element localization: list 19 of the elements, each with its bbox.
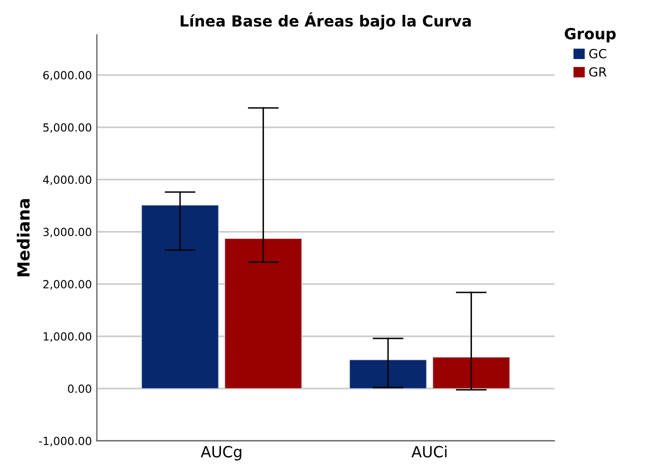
y-tick-label: 4,000.00 [43, 176, 92, 186]
bar [141, 204, 219, 389]
bar [224, 238, 302, 389]
y-tick-label: -1,000.00 [39, 436, 92, 446]
y-tick-label: 6,000.00 [43, 71, 92, 81]
y-axis-title: Mediana [16, 199, 30, 276]
bar [432, 356, 510, 389]
x-tick-label: AUCi [411, 446, 446, 458]
y-tick-label: 2,000.00 [43, 280, 92, 290]
bar [349, 359, 427, 389]
legend-label: GR [589, 67, 607, 77]
y-tick-label: 1,000.00 [44, 332, 92, 342]
x-tick-label: AUCg [200, 446, 242, 460]
legend-label: GC [589, 48, 606, 58]
chart-title: Línea Base de Áreas bajo la Curva [180, 12, 471, 30]
legend-title: Group [564, 28, 616, 42]
y-tick-label: 3,000.00 [43, 228, 92, 238]
y-tick-label: 5,000.00 [43, 123, 92, 133]
y-tick-label: 0.00 [68, 384, 92, 393]
